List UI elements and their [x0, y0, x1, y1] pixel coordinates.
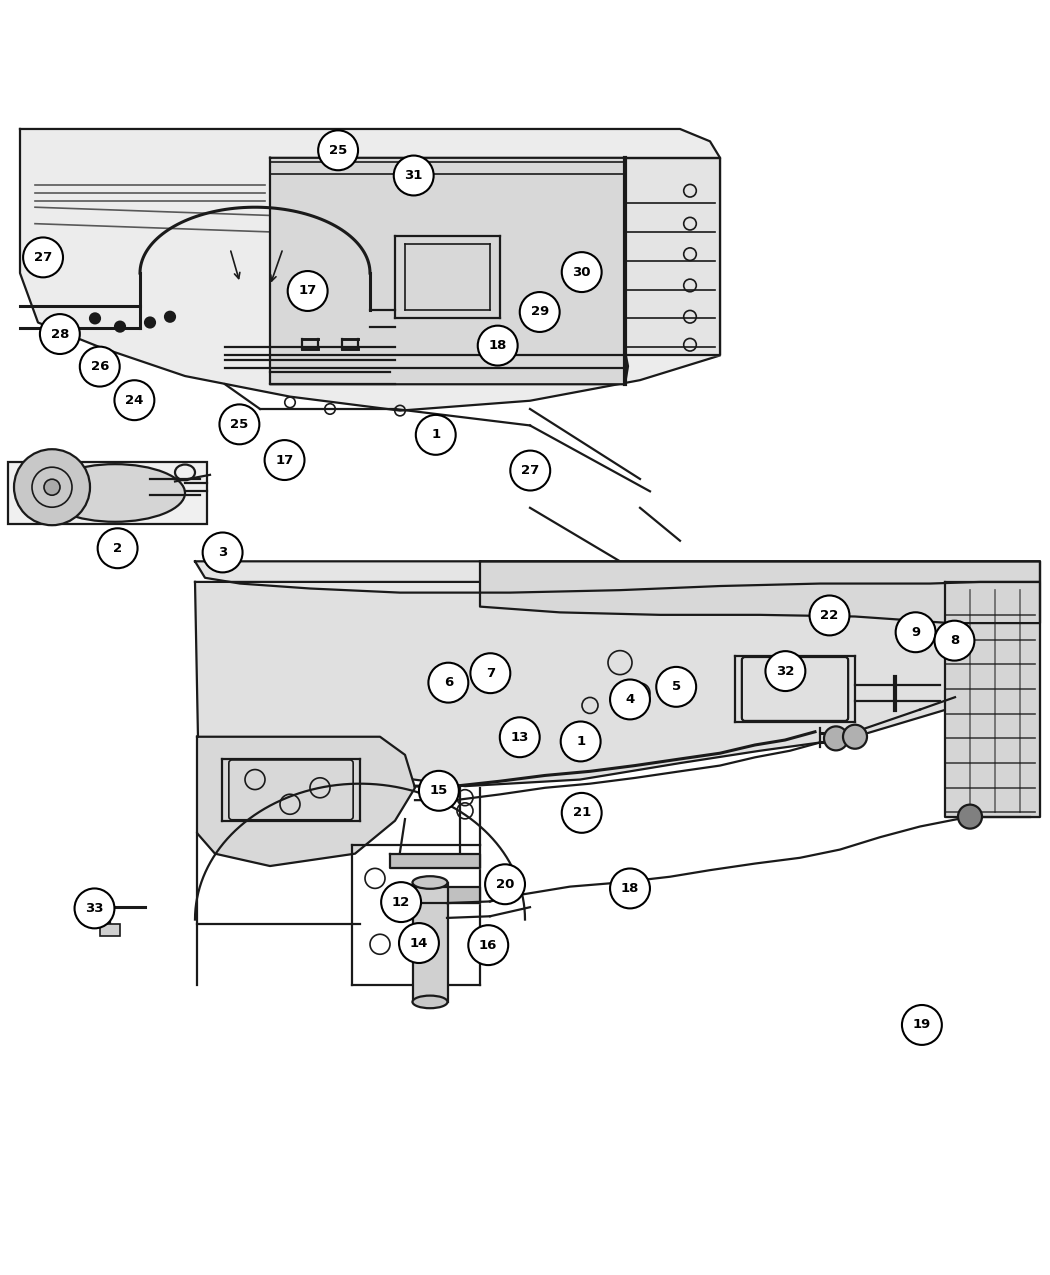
Polygon shape: [390, 886, 480, 903]
Circle shape: [510, 450, 550, 491]
Circle shape: [394, 156, 434, 195]
Text: 31: 31: [404, 170, 423, 182]
Bar: [413, 882, 447, 1002]
Circle shape: [428, 663, 468, 703]
Text: 1: 1: [576, 734, 585, 748]
Text: 6: 6: [444, 676, 453, 690]
Text: 25: 25: [230, 418, 249, 431]
Text: 12: 12: [392, 895, 411, 909]
Text: 8: 8: [950, 634, 959, 648]
Text: 16: 16: [479, 938, 498, 951]
Ellipse shape: [413, 996, 447, 1009]
Circle shape: [75, 889, 114, 928]
Text: 22: 22: [820, 609, 839, 622]
Text: 28: 28: [50, 328, 69, 340]
Text: 25: 25: [329, 144, 348, 157]
Circle shape: [824, 727, 848, 751]
Circle shape: [934, 621, 974, 660]
Circle shape: [219, 404, 259, 444]
Ellipse shape: [45, 464, 185, 521]
Circle shape: [265, 440, 304, 479]
Circle shape: [44, 479, 60, 495]
Circle shape: [89, 314, 100, 324]
Circle shape: [23, 237, 63, 278]
Text: 21: 21: [572, 806, 591, 820]
Circle shape: [656, 667, 696, 706]
Circle shape: [318, 130, 358, 171]
Text: 18: 18: [488, 339, 507, 352]
Circle shape: [520, 292, 560, 332]
Text: 15: 15: [429, 784, 448, 797]
Circle shape: [958, 805, 982, 829]
Text: 26: 26: [90, 360, 109, 374]
Text: 33: 33: [85, 901, 104, 915]
Circle shape: [165, 311, 175, 323]
Circle shape: [478, 325, 518, 366]
Circle shape: [419, 771, 459, 811]
Polygon shape: [390, 854, 480, 868]
Circle shape: [114, 321, 125, 332]
Circle shape: [468, 926, 508, 965]
Ellipse shape: [413, 876, 447, 889]
Circle shape: [485, 864, 525, 904]
Bar: [100, 923, 120, 936]
Circle shape: [80, 347, 120, 386]
Text: 7: 7: [486, 667, 495, 680]
Polygon shape: [197, 737, 415, 866]
Text: 1: 1: [432, 428, 440, 441]
Circle shape: [500, 718, 540, 757]
Text: 17: 17: [298, 284, 317, 297]
Text: 27: 27: [34, 251, 52, 264]
Circle shape: [416, 414, 456, 455]
Circle shape: [610, 680, 650, 719]
Circle shape: [145, 317, 155, 328]
Text: 3: 3: [218, 546, 227, 558]
Polygon shape: [625, 158, 720, 356]
Circle shape: [843, 724, 867, 748]
Polygon shape: [945, 581, 1040, 816]
Circle shape: [902, 1005, 942, 1046]
Circle shape: [288, 272, 328, 311]
Text: 13: 13: [510, 731, 529, 743]
Text: 4: 4: [626, 692, 634, 706]
Circle shape: [562, 252, 602, 292]
Text: 24: 24: [125, 394, 144, 407]
Circle shape: [381, 882, 421, 922]
Circle shape: [399, 923, 439, 963]
Polygon shape: [195, 561, 1040, 593]
Text: 9: 9: [911, 626, 920, 639]
Text: 2: 2: [113, 542, 122, 555]
Circle shape: [896, 612, 936, 653]
Circle shape: [562, 793, 602, 833]
Circle shape: [203, 533, 243, 572]
Text: 5: 5: [672, 681, 680, 694]
Text: 19: 19: [912, 1019, 931, 1031]
Text: 29: 29: [530, 306, 549, 319]
Polygon shape: [195, 581, 960, 787]
Text: 14: 14: [410, 937, 428, 950]
Circle shape: [561, 722, 601, 761]
Polygon shape: [480, 561, 1040, 623]
Circle shape: [610, 868, 650, 908]
Text: 32: 32: [776, 664, 795, 677]
Text: 18: 18: [621, 882, 639, 895]
Circle shape: [40, 314, 80, 354]
Circle shape: [114, 380, 154, 421]
Circle shape: [765, 652, 805, 691]
Text: 17: 17: [275, 454, 294, 467]
Text: 20: 20: [496, 877, 514, 891]
Circle shape: [810, 595, 849, 635]
Circle shape: [470, 653, 510, 694]
Bar: [8, 463, 207, 524]
Polygon shape: [20, 129, 720, 411]
Text: 27: 27: [521, 464, 540, 477]
Polygon shape: [270, 158, 628, 384]
Circle shape: [14, 449, 90, 525]
Circle shape: [98, 528, 138, 569]
Text: 30: 30: [572, 265, 591, 279]
